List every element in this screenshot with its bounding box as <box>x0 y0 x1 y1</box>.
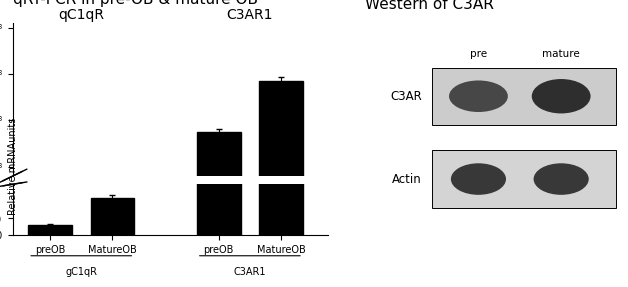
Ellipse shape <box>449 80 508 112</box>
Ellipse shape <box>532 79 590 113</box>
Bar <box>28 254 72 260</box>
Bar <box>197 1 241 235</box>
Ellipse shape <box>451 163 506 195</box>
Text: pre: pre <box>470 49 487 59</box>
Text: Relative mRNAunits: Relative mRNAunits <box>8 118 18 215</box>
Text: qRT-PCR in pre-OB & mature OB: qRT-PCR in pre-OB & mature OB <box>13 0 257 7</box>
Text: qC1qR: qC1qR <box>58 8 104 22</box>
Text: C3AR1: C3AR1 <box>227 8 273 22</box>
Bar <box>90 198 134 235</box>
Text: mature: mature <box>543 49 580 59</box>
Bar <box>90 239 134 260</box>
Text: Actin: Actin <box>392 172 421 186</box>
Text: C3AR1: C3AR1 <box>234 267 266 277</box>
Bar <box>197 131 241 260</box>
Text: Western of C3AR: Western of C3AR <box>365 0 494 12</box>
Bar <box>259 81 303 260</box>
Bar <box>433 67 616 125</box>
Text: gC1qR: gC1qR <box>65 267 97 277</box>
Bar <box>28 225 72 235</box>
Bar <box>433 150 616 208</box>
Bar <box>259 0 303 235</box>
Text: C3AR: C3AR <box>390 90 421 103</box>
Ellipse shape <box>534 163 588 195</box>
